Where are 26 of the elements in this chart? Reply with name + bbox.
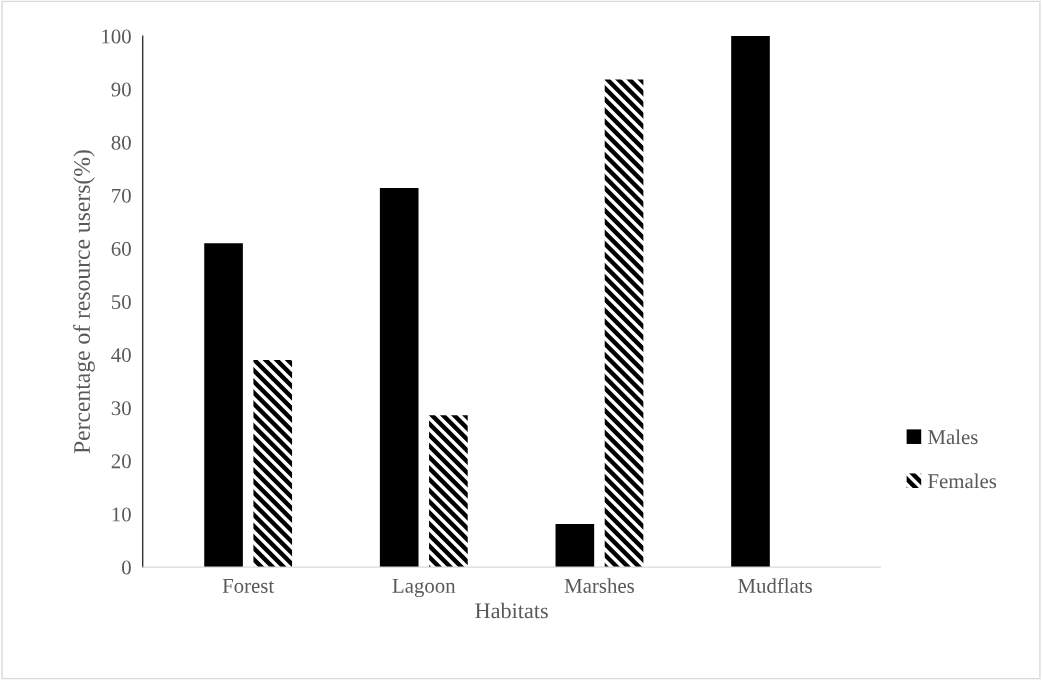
x-axis-title: Habitats <box>475 602 548 619</box>
y-tick-label: 20 <box>111 454 131 469</box>
y-axis-title: Percentage of resource users(%) <box>73 150 95 454</box>
x-tick-label: Mudflats <box>738 578 812 593</box>
legend-label: Males <box>928 429 978 445</box>
bar <box>253 360 293 568</box>
y-tick-label: 40 <box>111 348 131 363</box>
y-tick-label: 70 <box>112 188 131 203</box>
bar <box>555 524 595 568</box>
bar <box>604 79 644 568</box>
bar <box>204 243 243 568</box>
legend-label: Females <box>928 473 997 489</box>
y-tick-label: 90 <box>111 82 131 97</box>
bar <box>379 187 419 568</box>
y-tick-label: 0 <box>122 560 131 575</box>
x-tick-label: Forest <box>222 579 275 593</box>
x-tick-label: Lagoon <box>392 578 456 598</box>
x-tick-label: Marshes <box>564 578 634 593</box>
y-tick-label: 60 <box>111 241 131 256</box>
y-tick-label: 80 <box>111 135 131 150</box>
bar <box>731 36 770 568</box>
bar <box>429 415 468 568</box>
y-tick-label: 30 <box>111 401 131 416</box>
y-tick-label: 100 <box>102 29 131 44</box>
y-tick-label: 10 <box>112 507 131 522</box>
y-tick-label: 50 <box>112 294 131 310</box>
